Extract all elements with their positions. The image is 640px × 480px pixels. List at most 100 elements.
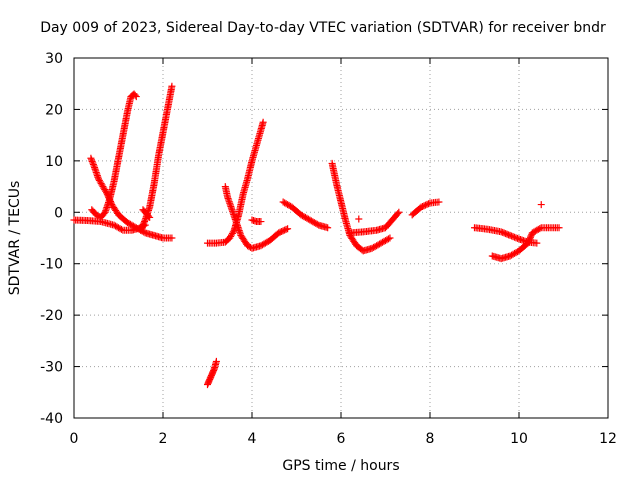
data-point-marker xyxy=(525,238,533,246)
data-point-marker xyxy=(528,229,536,237)
data-point-marker xyxy=(298,212,306,220)
data-point-marker xyxy=(525,236,533,244)
data-point-marker xyxy=(386,234,394,242)
data-point-marker xyxy=(384,235,392,243)
data-point-marker xyxy=(281,226,289,234)
data-point-marker xyxy=(244,242,252,250)
data-point-marker xyxy=(137,225,145,233)
data-point-marker xyxy=(379,238,387,246)
data-point-marker xyxy=(533,226,541,234)
data-point-marker xyxy=(435,198,443,206)
data-point-marker xyxy=(509,250,517,258)
data-point-marker xyxy=(259,118,267,126)
data-point-marker xyxy=(511,249,519,257)
data-point-marker xyxy=(87,154,95,162)
x-tick-label: 0 xyxy=(70,431,79,447)
data-point-marker xyxy=(377,239,385,247)
data-point-marker xyxy=(395,208,403,216)
data-point-marker xyxy=(524,239,532,247)
y-axis-label: SDTVAR / TECUs xyxy=(7,181,23,296)
axis-ticks: 0 2 4 6 8 10 12 -40 -30 -20 -10 0 10 20 30 xyxy=(40,51,617,447)
x-tick-label: 12 xyxy=(599,431,617,447)
data-point-marker xyxy=(139,222,147,230)
data-point-marker xyxy=(115,224,122,232)
chart-title: Day 009 of 2023, Sidereal Day-to-day VTE… xyxy=(40,20,606,36)
data-point-marker xyxy=(423,200,431,208)
data-point-marker xyxy=(132,93,140,101)
data-point-marker xyxy=(281,199,289,207)
data-point-marker xyxy=(168,234,176,242)
data-point-marker xyxy=(126,220,134,228)
data-point-marker xyxy=(300,213,308,221)
data-point-marker xyxy=(383,236,391,244)
data-point-marker xyxy=(303,214,311,222)
x-tick-label: 10 xyxy=(510,431,528,447)
data-point-marker xyxy=(555,224,563,232)
y-tick-label: -30 xyxy=(40,360,63,376)
data-point-marker xyxy=(279,227,287,235)
data-point-marker xyxy=(138,223,146,231)
data-point-marker xyxy=(370,243,378,251)
data-point-marker xyxy=(212,357,220,365)
data-point-marker xyxy=(417,203,425,211)
data-point-marker xyxy=(284,201,292,209)
data-point-marker xyxy=(368,244,376,252)
data-point-marker xyxy=(257,218,265,226)
data-point-marker xyxy=(373,242,381,250)
data-points xyxy=(70,82,563,389)
data-point-marker xyxy=(146,213,154,221)
data-point-marker xyxy=(89,160,97,168)
data-point-marker xyxy=(123,219,131,227)
y-tick-label: -40 xyxy=(40,411,63,427)
data-point-marker xyxy=(297,211,305,219)
data-point-marker xyxy=(425,200,433,208)
x-tick-label: 4 xyxy=(248,431,257,447)
data-point-marker xyxy=(258,241,266,249)
data-point-marker xyxy=(382,237,389,245)
data-point-marker xyxy=(88,157,96,165)
data-point-marker xyxy=(371,243,379,251)
data-point-marker xyxy=(260,240,268,248)
data-point-marker xyxy=(394,210,402,218)
data-point-marker xyxy=(285,201,293,209)
data-point-marker xyxy=(534,225,542,233)
data-point-marker xyxy=(312,219,320,227)
data-point-marker xyxy=(145,212,153,220)
data-point-marker xyxy=(537,201,545,209)
x-tick-label: 8 xyxy=(426,431,435,447)
data-point-marker xyxy=(420,202,428,210)
data-point-marker xyxy=(526,235,534,243)
y-tick-label: 0 xyxy=(54,205,63,221)
data-point-marker xyxy=(284,225,292,233)
data-point-marker xyxy=(309,218,317,226)
x-tick-label: 6 xyxy=(337,431,346,447)
data-point-marker xyxy=(527,232,535,240)
data-point-marker xyxy=(306,216,314,224)
data-point-marker xyxy=(229,228,237,236)
y-tick-label: 30 xyxy=(45,51,63,67)
data-point-marker xyxy=(110,221,118,229)
data-point-marker xyxy=(125,219,133,227)
data-point-marker xyxy=(307,217,315,225)
data-point-marker xyxy=(506,252,514,260)
y-tick-label: -10 xyxy=(40,257,63,273)
data-point-marker xyxy=(530,228,538,236)
data-point-marker xyxy=(304,215,312,223)
data-point-marker xyxy=(257,242,265,250)
data-point-marker xyxy=(245,243,253,251)
data-point-marker xyxy=(137,226,145,234)
x-tick-label: 2 xyxy=(159,431,168,447)
data-point-marker xyxy=(419,202,427,210)
data-point-marker xyxy=(278,227,286,235)
data-point-marker xyxy=(263,238,271,246)
y-tick-label: 20 xyxy=(45,102,63,118)
data-point-marker xyxy=(168,82,176,90)
y-tick-label: 10 xyxy=(45,154,63,170)
data-point-marker xyxy=(117,225,125,233)
data-point-marker xyxy=(112,222,120,230)
data-point-marker xyxy=(139,220,147,228)
data-point-marker xyxy=(92,211,100,219)
data-point-marker xyxy=(380,237,388,245)
x-axis-label: GPS time / hours xyxy=(282,458,399,474)
